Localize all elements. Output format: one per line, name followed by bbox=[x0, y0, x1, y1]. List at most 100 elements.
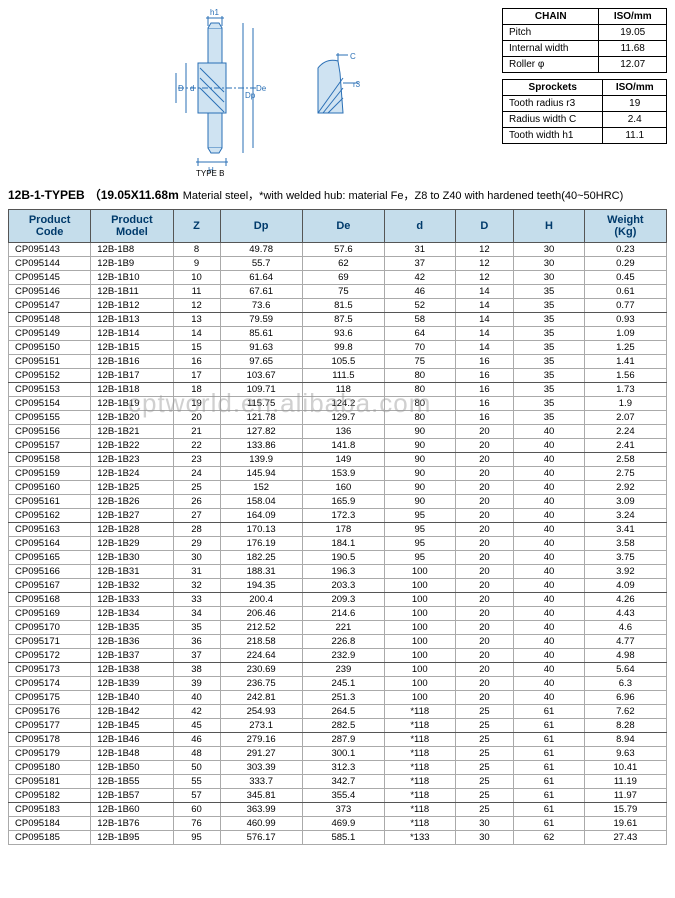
table-cell: CP095164 bbox=[9, 537, 91, 551]
table-cell: 69 bbox=[302, 271, 384, 285]
table-cell: 40 bbox=[514, 565, 585, 579]
table-cell: 363.99 bbox=[220, 803, 302, 817]
table-cell: *118 bbox=[385, 789, 456, 803]
table-cell: 12B-1B32 bbox=[91, 579, 173, 593]
table-cell: 45 bbox=[173, 719, 220, 733]
table-cell: 105.5 bbox=[302, 355, 384, 369]
table-row: CP09517812B-1B4646279.16287.9*11825618.9… bbox=[9, 733, 667, 747]
table-cell: 141.8 bbox=[302, 439, 384, 453]
table-cell: 37 bbox=[385, 257, 456, 271]
table-cell: 61.64 bbox=[220, 271, 302, 285]
table-cell: 212.52 bbox=[220, 621, 302, 635]
table-cell: 29 bbox=[173, 537, 220, 551]
table-cell: 26 bbox=[173, 495, 220, 509]
table-cell: 57.6 bbox=[302, 243, 384, 257]
table-cell: 49.78 bbox=[220, 243, 302, 257]
table-cell: 79.59 bbox=[220, 313, 302, 327]
table-cell: 14 bbox=[455, 285, 514, 299]
table-cell: 12 bbox=[455, 257, 514, 271]
table-cell: 40 bbox=[514, 635, 585, 649]
table-cell: 95 bbox=[173, 831, 220, 845]
table-cell: 115.75 bbox=[220, 397, 302, 411]
table-cell: 12B-1B42 bbox=[91, 705, 173, 719]
table-row: CP09517212B-1B3737224.64232.910020404.98 bbox=[9, 649, 667, 663]
spec-cell: Tooth radius r3 bbox=[503, 96, 603, 112]
table-cell: 4.77 bbox=[584, 635, 666, 649]
table-cell: 111.5 bbox=[302, 369, 384, 383]
table-cell: 127.82 bbox=[220, 425, 302, 439]
table-cell: *118 bbox=[385, 733, 456, 747]
table-cell: 333.7 bbox=[220, 775, 302, 789]
table-cell: 152 bbox=[220, 481, 302, 495]
table-row: CP09515212B-1B1717103.67111.58016351.56 bbox=[9, 369, 667, 383]
table-cell: 291.27 bbox=[220, 747, 302, 761]
table-row: CP09518212B-1B5757345.81355.4*118256111.… bbox=[9, 789, 667, 803]
table-row: CP09517912B-1B4848291.27300.1*11825619.6… bbox=[9, 747, 667, 761]
table-cell: CP095177 bbox=[9, 719, 91, 733]
table-cell: 76 bbox=[173, 817, 220, 831]
table-cell: 61 bbox=[514, 761, 585, 775]
table-cell: 75 bbox=[385, 355, 456, 369]
table-row: CP09514312B-1B8849.7857.63112300.23 bbox=[9, 243, 667, 257]
table-cell: 0.77 bbox=[584, 299, 666, 313]
table-cell: 12B-1B31 bbox=[91, 565, 173, 579]
table-cell: 2.24 bbox=[584, 425, 666, 439]
spec-cell: Radius width C bbox=[503, 112, 603, 128]
table-cell: 20 bbox=[455, 607, 514, 621]
table-cell: *118 bbox=[385, 719, 456, 733]
table-cell: 80 bbox=[385, 411, 456, 425]
table-cell: 1.73 bbox=[584, 383, 666, 397]
spec-cell: 11.68 bbox=[599, 41, 667, 57]
col-header: d bbox=[385, 210, 456, 243]
table-cell: 124.2 bbox=[302, 397, 384, 411]
table-cell: 12B-1B95 bbox=[91, 831, 173, 845]
table-row: CP09518012B-1B5050303.39312.3*118256110.… bbox=[9, 761, 667, 775]
table-cell: 37 bbox=[173, 649, 220, 663]
table-cell: 12B-1B10 bbox=[91, 271, 173, 285]
table-cell: 35 bbox=[514, 313, 585, 327]
table-cell: 109.71 bbox=[220, 383, 302, 397]
chain-table: CHAIN ISO/mm Pitch19.05Internal width11.… bbox=[502, 8, 667, 73]
table-cell: 16 bbox=[455, 383, 514, 397]
table-cell: CP095150 bbox=[9, 341, 91, 355]
table-cell: 57 bbox=[173, 789, 220, 803]
table-cell: 95 bbox=[385, 509, 456, 523]
table-cell: 21 bbox=[173, 425, 220, 439]
table-cell: 20 bbox=[455, 439, 514, 453]
table-cell: 200.4 bbox=[220, 593, 302, 607]
table-cell: 46 bbox=[385, 285, 456, 299]
table-cell: 52 bbox=[385, 299, 456, 313]
table-cell: 19.61 bbox=[584, 817, 666, 831]
table-cell: CP095152 bbox=[9, 369, 91, 383]
table-cell: 100 bbox=[385, 579, 456, 593]
table-cell: 0.93 bbox=[584, 313, 666, 327]
table-cell: 40 bbox=[514, 663, 585, 677]
table-cell: 121.78 bbox=[220, 411, 302, 425]
table-cell: 12B-1B17 bbox=[91, 369, 173, 383]
label-D: D bbox=[178, 84, 184, 93]
table-cell: 10.41 bbox=[584, 761, 666, 775]
table-cell: 373 bbox=[302, 803, 384, 817]
table-row: CP09517112B-1B3636218.58226.810020404.77 bbox=[9, 635, 667, 649]
table-cell: 12B-1B40 bbox=[91, 691, 173, 705]
table-cell: CP095172 bbox=[9, 649, 91, 663]
table-cell: 17 bbox=[173, 369, 220, 383]
sprockets-table: Sprockets ISO/mm Tooth radius r319Radius… bbox=[502, 79, 667, 144]
table-cell: 11 bbox=[173, 285, 220, 299]
table-cell: 251.3 bbox=[302, 691, 384, 705]
table-cell: 14 bbox=[455, 299, 514, 313]
table-cell: 14 bbox=[455, 313, 514, 327]
table-cell: 25 bbox=[173, 481, 220, 495]
spec-tables: CHAIN ISO/mm Pitch19.05Internal width11.… bbox=[502, 8, 667, 144]
table-cell: 31 bbox=[173, 565, 220, 579]
table-cell: 5.64 bbox=[584, 663, 666, 677]
table-cell: 355.4 bbox=[302, 789, 384, 803]
table-row: CP09515712B-1B2222133.86141.89020402.41 bbox=[9, 439, 667, 453]
table-cell: 61 bbox=[514, 775, 585, 789]
table-cell: 80 bbox=[385, 369, 456, 383]
table-cell: 14 bbox=[455, 327, 514, 341]
table-cell: 42 bbox=[173, 705, 220, 719]
table-cell: 585.1 bbox=[302, 831, 384, 845]
table-cell: CP095173 bbox=[9, 663, 91, 677]
table-cell: 12B-1B12 bbox=[91, 299, 173, 313]
